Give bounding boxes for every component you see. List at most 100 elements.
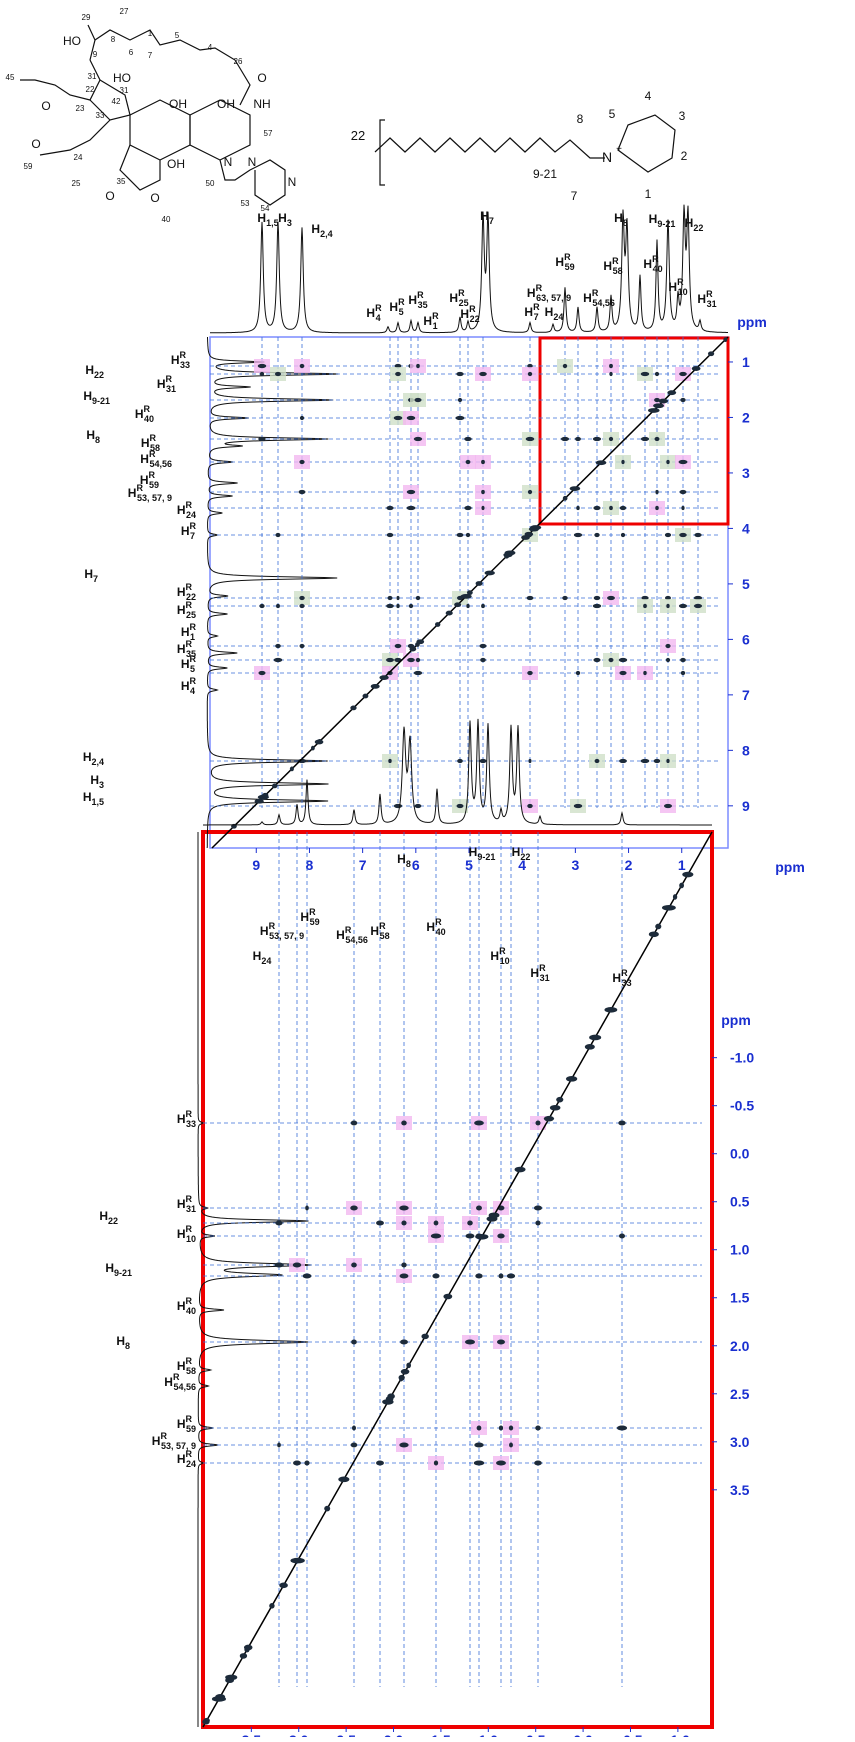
- label-sub: 31: [166, 384, 176, 394]
- label-sup: R: [185, 1356, 192, 1366]
- atom-label: 42: [112, 97, 121, 106]
- peak-label: HR 4: [366, 303, 382, 323]
- y-tick-label: 2.0: [730, 1338, 750, 1354]
- label-sub: 22: [108, 1216, 118, 1226]
- label-base: H: [85, 363, 94, 377]
- atom-label: 40: [162, 215, 171, 224]
- y-tick-label: 2: [742, 409, 750, 425]
- label-sub: 58: [613, 266, 623, 276]
- cross-peak: [535, 1120, 541, 1126]
- cross-peak: [257, 363, 267, 369]
- label-sub: 9-21: [477, 852, 495, 862]
- cross-peak: [457, 397, 463, 403]
- label-base: H: [140, 452, 149, 466]
- label-base: H: [555, 255, 564, 269]
- peak-label: H8: [397, 852, 411, 869]
- atom-label: 3: [679, 109, 686, 123]
- label-sub: 7: [190, 531, 195, 541]
- cross-peak: [406, 489, 416, 495]
- peak-label: H2,4: [311, 222, 332, 239]
- label-sub: 1,5: [91, 797, 104, 807]
- cross-peak: [666, 603, 670, 609]
- label-base: H: [177, 603, 186, 617]
- atom-label: 31: [120, 86, 129, 95]
- peak-label: HR 59: [140, 470, 159, 490]
- cross-peak: [666, 758, 670, 764]
- label-sub: 24: [186, 1459, 196, 1469]
- label-sub: 58: [186, 1366, 196, 1376]
- cross-peak: [654, 436, 660, 442]
- cross-peak: [527, 670, 533, 676]
- label-sub: 53, 57, 9: [269, 931, 304, 941]
- peak-label: HR 35: [177, 639, 196, 659]
- diagonal-peak: [310, 745, 315, 751]
- cross-peak: [474, 1442, 484, 1448]
- label-sup: R: [533, 302, 540, 312]
- peak-label: HR 31: [157, 374, 176, 394]
- diagonal-peak: [225, 1677, 235, 1684]
- y-tick-label: 2.5: [730, 1386, 750, 1402]
- atom-label: 4: [645, 89, 652, 103]
- label-base: H: [177, 503, 186, 517]
- cross-peak: [479, 758, 487, 764]
- cross-peak: [497, 1339, 505, 1345]
- cross-peak: [396, 595, 400, 601]
- label-sup: R: [469, 304, 476, 314]
- label-sub: 24: [261, 956, 271, 966]
- cross-peak: [594, 758, 600, 764]
- label-sup: R: [621, 968, 628, 978]
- peak-label: HR 1: [181, 622, 197, 642]
- cross-peak: [616, 1425, 628, 1431]
- atom-label: 26: [234, 57, 243, 66]
- diagonal-peak: [409, 646, 417, 652]
- diagonal-peak: [350, 705, 357, 711]
- cross-peak: [292, 1262, 302, 1268]
- peak-label: H7: [480, 209, 494, 226]
- cross-peak: [573, 532, 583, 538]
- x-tick-label: 6: [412, 857, 420, 873]
- label-base: H: [171, 353, 180, 367]
- cross-peak: [305, 1205, 309, 1211]
- label-base: H: [524, 305, 533, 319]
- diagonal-peak: [707, 351, 715, 357]
- peak-label: HR 40: [426, 917, 445, 937]
- label-base: H: [389, 300, 398, 314]
- peak-label: H8: [86, 428, 100, 445]
- y-tick-label: 0.5: [730, 1194, 750, 1210]
- y-tick-label: 3.5: [730, 1482, 750, 1498]
- y-tick-label: 1.0: [730, 1242, 750, 1258]
- diagonal-peak: [655, 923, 662, 930]
- peak-label: HR 53, 57, 9: [152, 1431, 196, 1451]
- cross-peak: [302, 1273, 312, 1279]
- atom-label: N: [248, 155, 257, 169]
- cross-peak: [277, 1442, 281, 1448]
- cross-peak: [465, 532, 471, 538]
- label-sub: 24: [186, 510, 196, 520]
- label-sup: R: [173, 1372, 180, 1382]
- peak-label: HR 54,56: [164, 1372, 196, 1392]
- label-base: H: [177, 1359, 186, 1373]
- peak-label: HR 24: [177, 500, 196, 520]
- diagonal-peak: [648, 931, 659, 938]
- label-sub: 9-21: [657, 219, 675, 229]
- cross-peak: [433, 1220, 439, 1226]
- label-base: H: [649, 212, 658, 226]
- peak-label: HR 33: [171, 350, 190, 370]
- cross-peak: [576, 505, 580, 511]
- cross-peak: [535, 1220, 541, 1226]
- label-base: H: [527, 286, 536, 300]
- cross-peak: [562, 595, 568, 601]
- diagonal-peak: [604, 1007, 618, 1013]
- label-sup: R: [185, 1449, 192, 1459]
- label-sub: 31: [540, 973, 550, 983]
- diagonal-peak: [569, 486, 581, 492]
- x-tick-label: 1: [678, 857, 686, 873]
- peak-label: HR 53, 57, 9: [260, 921, 304, 941]
- cross-peak: [619, 670, 627, 676]
- peak-label: H2,4: [83, 750, 104, 767]
- cross-peak: [465, 459, 471, 465]
- label-base: H: [83, 750, 92, 764]
- label-sub: 59: [565, 262, 575, 272]
- label-sup: R: [345, 925, 352, 935]
- cross-peak: [299, 595, 305, 601]
